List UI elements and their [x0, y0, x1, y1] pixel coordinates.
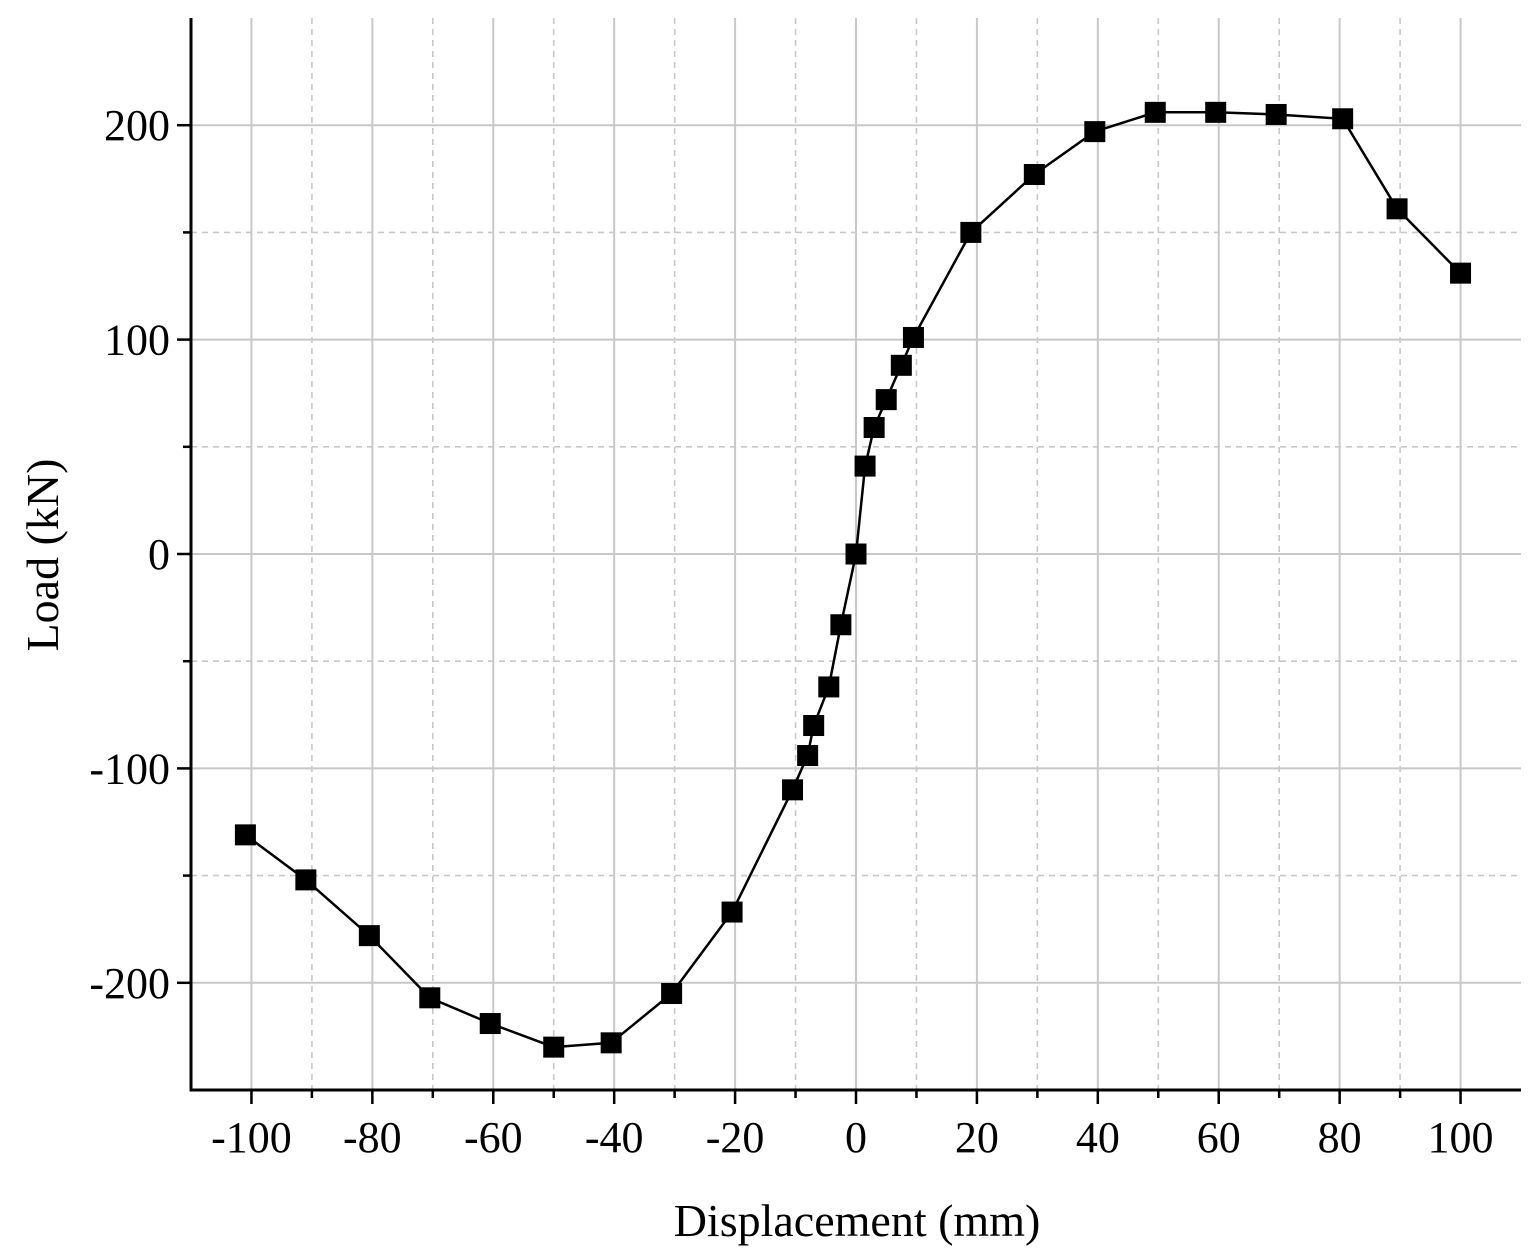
- data-point-marker: [1144, 101, 1166, 123]
- data-point-marker: [960, 221, 982, 243]
- x-tick-label: 60: [1197, 1113, 1241, 1162]
- x-axis-title: Displacement (mm): [674, 1195, 1041, 1246]
- x-tick-label: 20: [955, 1113, 999, 1162]
- series: [234, 101, 1472, 1058]
- grid: [191, 18, 1521, 1090]
- x-tick-label: 80: [1318, 1113, 1362, 1162]
- x-tick-label: 0: [845, 1113, 867, 1162]
- data-point-marker: [797, 745, 819, 767]
- data-point-marker: [782, 779, 804, 801]
- data-point-marker: [863, 417, 885, 439]
- data-point-marker: [295, 869, 317, 891]
- y-tick-label: 0: [148, 530, 170, 579]
- data-point-marker: [1084, 121, 1106, 143]
- data-point-marker: [875, 389, 897, 411]
- y-axis-title: Load (kN): [17, 459, 68, 652]
- data-point-marker: [479, 1013, 501, 1035]
- data-point-marker: [721, 901, 743, 923]
- data-point-marker: [358, 925, 380, 947]
- tick-labels: -100 -80 -60 -40 -20 0 20 40 60 80 100-200-1000100…: [89, 101, 1493, 1162]
- data-point-marker: [661, 983, 683, 1005]
- x-tick-label: -20: [706, 1113, 765, 1162]
- data-point-marker: [1265, 103, 1287, 125]
- data-point-marker: [419, 987, 441, 1009]
- data-point-marker: [803, 715, 825, 737]
- x-tick-label: -100: [211, 1113, 292, 1162]
- x-tick-label: -60: [464, 1113, 523, 1162]
- data-point-marker: [600, 1032, 622, 1054]
- data-point-marker: [902, 326, 924, 348]
- data-point-marker: [234, 824, 256, 846]
- data-point-marker: [1023, 164, 1045, 186]
- y-tick-label: 200: [104, 101, 170, 150]
- data-point-marker: [845, 543, 867, 565]
- data-point-marker: [818, 676, 840, 698]
- data-point-marker: [830, 614, 852, 636]
- data-point-marker: [1386, 198, 1408, 220]
- axes: [177, 18, 1521, 1104]
- y-tick-label: -100: [89, 744, 170, 793]
- y-tick-label: 100: [104, 316, 170, 365]
- x-tick-label: -80: [343, 1113, 402, 1162]
- x-tick-label: -40: [585, 1113, 644, 1162]
- data-point-marker: [1332, 108, 1354, 130]
- data-point-marker: [543, 1036, 565, 1058]
- data-point-marker: [1205, 101, 1227, 123]
- x-tick-label: 100: [1428, 1113, 1494, 1162]
- y-tick-label: -200: [89, 959, 170, 1008]
- data-point-marker: [890, 354, 912, 376]
- series-line: [244, 111, 1462, 1049]
- x-tick-label: 40: [1076, 1113, 1120, 1162]
- data-point-marker: [1450, 262, 1472, 284]
- data-point-marker: [854, 455, 876, 477]
